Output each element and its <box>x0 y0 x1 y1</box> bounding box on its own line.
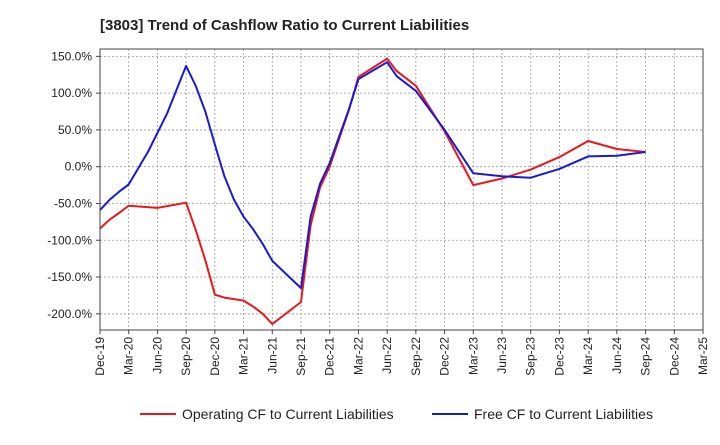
x-tick-label: Sep-23 <box>524 337 538 376</box>
y-tick-label: 150.0% <box>51 49 92 63</box>
legend-label: Free CF to Current Liabilities <box>474 406 653 422</box>
x-tick-label: Dec-20 <box>208 337 222 376</box>
x-tick-label: Jun-22 <box>380 337 394 374</box>
y-tick-label: -200.0% <box>47 307 92 321</box>
x-tick-label: Sep-22 <box>409 337 423 376</box>
x-tick-label: Sep-24 <box>639 337 653 376</box>
x-tick-label: Mar-25 <box>696 337 710 375</box>
x-tick-label: Sep-21 <box>294 337 308 376</box>
x-tick-label: Jun-20 <box>150 337 164 374</box>
y-tick-label: 100.0% <box>51 86 92 100</box>
x-tick-label: Mar-22 <box>351 337 365 375</box>
y-tick-label: 50.0% <box>58 123 92 137</box>
operating-cf-line <box>99 57 646 326</box>
grid-lines <box>99 49 704 330</box>
y-tick-label: -100.0% <box>47 233 92 247</box>
axis-ticks: Dec-19 Mar-20 Jun-20 Sep-20 Dec-20 Mar-21 Jun-… <box>47 49 710 375</box>
x-tick-label: Jun-21 <box>265 337 279 374</box>
y-tick-label: -50.0% <box>54 196 92 210</box>
x-tick-label: Mar-20 <box>122 337 136 375</box>
x-tick-label: Mar-21 <box>237 337 251 375</box>
x-tick-label: Mar-23 <box>466 337 480 375</box>
x-tick-label: Mar-24 <box>581 337 595 375</box>
chart-title: [3803] Trend of Cashflow Ratio to Curren… <box>100 17 469 34</box>
x-tick-label: Dec-22 <box>438 337 452 376</box>
x-tick-label: Sep-20 <box>179 337 193 376</box>
x-tick-label: Jun-23 <box>495 337 509 374</box>
x-tick-label: Dec-24 <box>667 337 681 376</box>
x-tick-label: Jun-24 <box>610 337 624 374</box>
x-tick-label: Dec-21 <box>323 337 337 376</box>
series-layer <box>99 57 646 326</box>
legend: Operating CF to Current Liabilities Free … <box>140 406 653 422</box>
legend-label: Operating CF to Current Liabilities <box>182 406 394 422</box>
y-tick-label: 0.0% <box>65 160 93 174</box>
x-tick-label: Dec-23 <box>552 337 566 376</box>
free-cf-line <box>99 61 646 290</box>
plot-frame <box>99 48 704 331</box>
y-tick-label: -150.0% <box>47 270 92 284</box>
x-tick-label: Dec-19 <box>93 337 107 376</box>
